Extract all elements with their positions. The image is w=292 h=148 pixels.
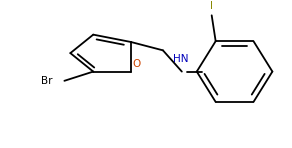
- Text: O: O: [132, 59, 140, 69]
- Text: I: I: [210, 1, 213, 11]
- Text: HN: HN: [173, 54, 189, 64]
- Text: Br: Br: [41, 76, 53, 86]
